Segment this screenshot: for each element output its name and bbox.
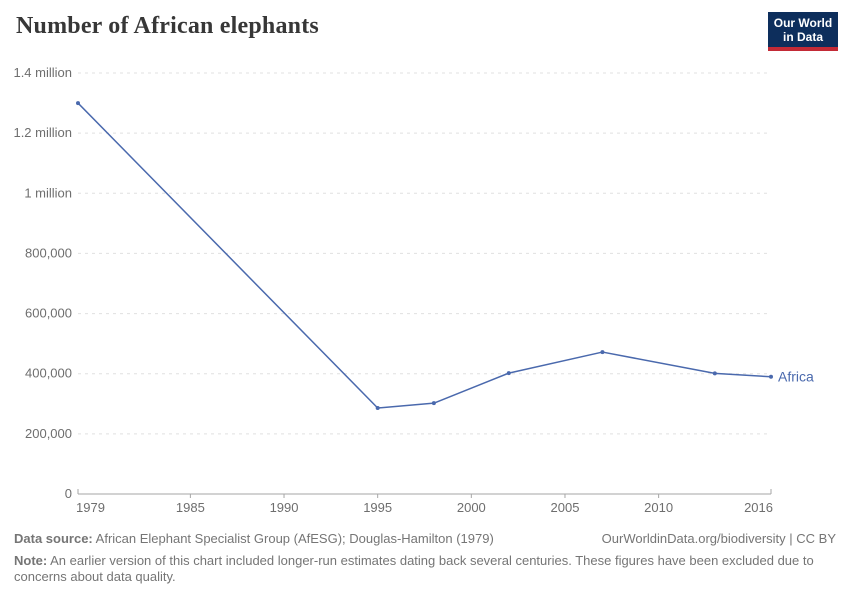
y-axis-tick-label: 600,000: [25, 306, 72, 321]
data-source-line: Data source: African Elephant Specialist…: [14, 531, 494, 547]
data-point: [600, 350, 605, 355]
x-axis-tick-label: 1985: [176, 500, 205, 515]
owid-logo-text: Our World in Data: [768, 12, 838, 47]
data-point: [375, 405, 380, 410]
owid-logo[interactable]: Our World in Data: [768, 12, 838, 51]
x-axis-tick-label: 2000: [457, 500, 486, 515]
data-source-text: African Elephant Specialist Group (AfESG…: [95, 531, 494, 546]
chart-footer: Data source: African Elephant Specialist…: [14, 531, 836, 585]
data-point: [712, 371, 717, 376]
x-axis-tick-label: 1990: [270, 500, 299, 515]
y-axis-tick-label: 800,000: [25, 245, 72, 260]
series-label: Africa: [778, 369, 814, 385]
owid-logo-accent-bar: [768, 47, 838, 51]
y-axis-tick-label: 0: [65, 486, 72, 501]
data-point: [506, 371, 511, 376]
x-axis-tick-label: 2016: [744, 500, 773, 515]
y-axis-tick-label: 1.2 million: [13, 125, 72, 140]
owid-logo-line1: Our World: [773, 16, 833, 30]
x-axis-tick-label: 1995: [363, 500, 392, 515]
owid-logo-line2: in Data: [782, 30, 823, 44]
y-axis-tick-label: 1.4 million: [13, 65, 72, 80]
attribution-link[interactable]: OurWorldinData.org/biodiversity | CC BY: [601, 531, 836, 546]
chart-note: Note: An earlier version of this chart i…: [14, 553, 826, 585]
data-source-label: Data source:: [14, 531, 93, 546]
data-point: [769, 374, 773, 379]
x-axis-tick-label: 1979: [76, 500, 105, 515]
data-point: [431, 401, 436, 406]
page-title: Number of African elephants: [16, 13, 319, 39]
x-axis-tick-label: 2005: [551, 500, 580, 515]
data-line: [77, 102, 772, 409]
y-axis-tick-label: 200,000: [25, 426, 72, 441]
y-axis-tick-label: 400,000: [25, 366, 72, 381]
x-axis-tick-label: 2010: [644, 500, 673, 515]
data-point: [76, 101, 80, 106]
y-axis-tick-label: 1 million: [24, 185, 72, 200]
note-label: Note:: [14, 553, 48, 568]
note-text: An earlier version of this chart include…: [14, 553, 814, 584]
line-chart: 0 200,000 400,000 600,000 800,000 1 million 1.…: [13, 65, 814, 515]
